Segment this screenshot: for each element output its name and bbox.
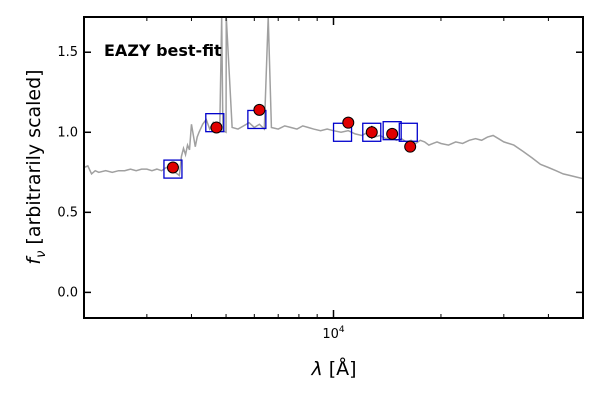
observed-point xyxy=(253,103,266,116)
observed-point xyxy=(166,161,179,174)
x-axis: 104 xyxy=(146,17,549,342)
x-axis-title: λ [Å] xyxy=(310,357,356,380)
observed-point xyxy=(404,140,417,153)
plot-area xyxy=(84,17,583,180)
observed-point xyxy=(365,126,378,139)
y-tick-label: 1.5 xyxy=(57,45,78,60)
y-tick-label: 0.5 xyxy=(57,205,78,220)
x-tick-label: 104 xyxy=(322,325,345,342)
model-point xyxy=(163,159,183,179)
plot-frame xyxy=(83,16,584,319)
model-point xyxy=(362,122,382,142)
y-tick-label: 0.0 xyxy=(57,285,78,300)
y-axis-title: fν [arbitrarily scaled] xyxy=(23,69,49,264)
observed-point xyxy=(210,121,223,134)
y-axis: 0.0 0.5 1.0 1.5 xyxy=(57,45,583,300)
annotation-text: EAZY best-fit xyxy=(104,41,222,60)
observed-point xyxy=(342,116,355,129)
observed-point xyxy=(386,127,399,140)
y-tick-label: 1.0 xyxy=(57,125,78,140)
